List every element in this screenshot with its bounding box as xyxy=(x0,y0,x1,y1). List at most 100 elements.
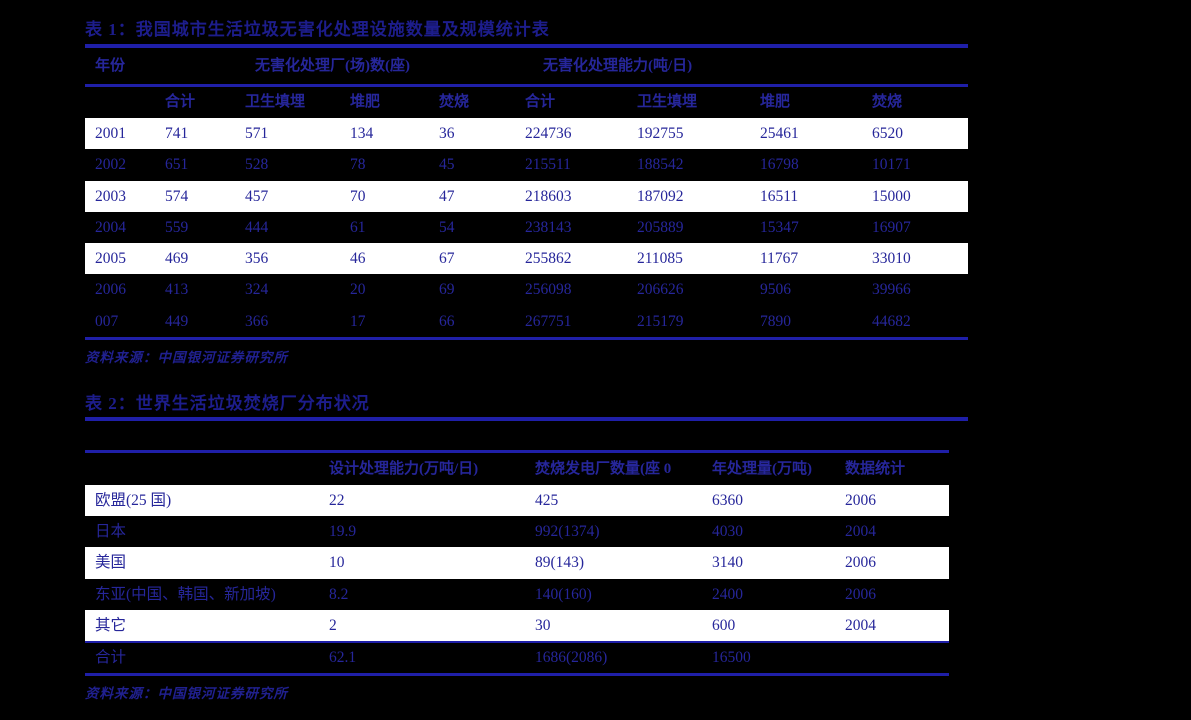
value-cell: 992(1374) xyxy=(535,523,600,541)
column-header: 卫生填埋 xyxy=(245,94,306,110)
value-cell: 192755 xyxy=(637,125,684,142)
region-cell: 合计 xyxy=(95,648,127,666)
value-cell: 140(160) xyxy=(535,585,592,603)
year-cell: 2002 xyxy=(95,156,126,174)
capacity-group-header: 无害化处理能力(吨/日) xyxy=(543,58,693,74)
table2-title: 表 2：世界生活垃圾焚烧厂分布状况 xyxy=(85,394,370,413)
value-cell: 46 xyxy=(350,250,366,268)
table1-row: 2004 559 444 61 54 238143 205889 15347 16907 xyxy=(85,212,968,243)
value-cell: 6520 xyxy=(872,125,903,142)
value-cell: 528 xyxy=(245,156,269,174)
region-cell: 美国 xyxy=(95,554,127,572)
table1-row: 2006 413 324 20 69 256098 206626 9506 39966 xyxy=(85,274,968,305)
column-header xyxy=(85,453,327,485)
value-cell: 559 xyxy=(165,218,189,236)
value-cell: 444 xyxy=(245,218,269,236)
value-cell: 61 xyxy=(350,218,366,236)
value-cell: 16907 xyxy=(872,218,911,236)
table1-row: 2005 469 356 46 67 255862 211085 11767 33010 xyxy=(85,243,968,275)
value-cell: 19.9 xyxy=(329,523,357,541)
value-cell: 11767 xyxy=(760,250,799,268)
value-cell: 1686(2086) xyxy=(535,648,608,666)
table1-bottom-rule xyxy=(85,337,968,341)
table2-row: 美国 10 89(143) 3140 2006 xyxy=(85,547,949,579)
value-cell: 218603 xyxy=(525,187,572,205)
table1-body: 2001 741 571 134 36 224736 192755 25461 6520 2002… xyxy=(85,118,968,337)
table2-top-rule xyxy=(85,417,968,421)
value-cell: 2006 xyxy=(845,554,876,572)
year-cell: 2004 xyxy=(95,218,126,236)
value-cell: 413 xyxy=(165,281,189,299)
value-cell: 69 xyxy=(439,281,455,299)
value-cell: 215511 xyxy=(525,156,571,174)
year-cell: 2001 xyxy=(95,125,126,142)
table2-source-note: 资料来源：中国银河证券研究所 xyxy=(85,685,288,701)
value-cell: 469 xyxy=(165,250,189,268)
table1-section: 表 1：我国城市生活垃圾无害化处理设施数量及规模统计表 年份 无害化处理厂(场)… xyxy=(85,18,968,366)
value-cell: 366 xyxy=(245,312,269,330)
value-cell: 33010 xyxy=(872,250,911,268)
value-cell: 224736 xyxy=(525,125,572,142)
region-cell: 欧盟(25 国) xyxy=(95,492,172,509)
column-header: 焚烧发电厂数量(座 0 xyxy=(535,461,672,477)
year-cell: 2005 xyxy=(95,250,126,268)
value-cell: 255862 xyxy=(525,250,572,268)
value-cell: 256098 xyxy=(525,281,572,299)
value-cell: 741 xyxy=(165,125,189,142)
value-cell: 10171 xyxy=(872,156,911,174)
column-header: 合计 xyxy=(165,94,196,110)
value-cell: 78 xyxy=(350,156,366,174)
value-cell: 20 xyxy=(350,281,366,299)
year-column-header: 年份 xyxy=(95,58,126,74)
table1-source-note: 资料来源：中国银河证券研究所 xyxy=(85,350,288,366)
value-cell: 6360 xyxy=(712,492,743,509)
value-cell: 267751 xyxy=(525,312,572,330)
table1-row: 2003 574 457 70 47 218603 187092 16511 15000 xyxy=(85,180,968,212)
column-header: 设计处理能力(万吨/日) xyxy=(329,461,479,477)
table1-row: 007 449 366 17 66 267751 215179 7890 44682 xyxy=(85,306,968,337)
value-cell: 7890 xyxy=(760,312,791,330)
value-cell: 67 xyxy=(439,250,455,268)
value-cell: 39966 xyxy=(872,281,911,299)
value-cell: 89(143) xyxy=(535,554,585,572)
value-cell: 36 xyxy=(439,125,455,142)
column-header: 焚烧 xyxy=(872,94,903,110)
year-cell: 007 xyxy=(95,312,119,330)
value-cell: 2004 xyxy=(845,523,876,541)
value-cell: 2006 xyxy=(845,492,876,509)
value-cell: 2004 xyxy=(845,616,876,634)
column-header: 焚烧 xyxy=(439,94,470,110)
value-cell: 187092 xyxy=(637,187,684,205)
value-cell: 8.2 xyxy=(329,585,349,603)
value-cell xyxy=(843,643,949,673)
value-cell: 2400 xyxy=(712,585,743,603)
value-cell: 457 xyxy=(245,187,269,205)
table2-row: 日本 19.9 992(1374) 4030 2004 xyxy=(85,516,949,547)
table2-row: 欧盟(25 国) 22 425 6360 2006 xyxy=(85,485,949,517)
value-cell: 425 xyxy=(535,492,559,509)
value-cell: 215179 xyxy=(637,312,684,330)
value-cell: 2 xyxy=(329,616,337,634)
value-cell: 324 xyxy=(245,281,269,299)
value-cell: 188542 xyxy=(637,156,684,174)
value-cell: 62.1 xyxy=(329,648,357,666)
value-cell: 15347 xyxy=(760,218,799,236)
value-cell: 356 xyxy=(245,250,269,268)
table2-row: 其它 2 30 600 2004 xyxy=(85,609,949,641)
year-cell: 2003 xyxy=(95,187,126,205)
column-header: 合计 xyxy=(525,94,556,110)
table2-spacer-band xyxy=(85,421,968,450)
value-cell: 54 xyxy=(439,218,455,236)
value-cell: 45 xyxy=(439,156,455,174)
column-header: 年处理量(万吨) xyxy=(712,461,812,477)
value-cell: 211085 xyxy=(637,250,683,268)
value-cell: 3140 xyxy=(712,554,743,572)
value-cell: 16511 xyxy=(760,187,799,205)
value-cell: 17 xyxy=(350,312,366,330)
value-cell: 238143 xyxy=(525,218,572,236)
value-cell: 30 xyxy=(535,616,551,634)
column-header: 堆肥 xyxy=(760,94,791,110)
value-cell: 66 xyxy=(439,312,455,330)
table2-row: 合计 62.1 1686(2086) 16500 xyxy=(85,643,949,673)
table2-header-top-rule xyxy=(85,450,949,453)
